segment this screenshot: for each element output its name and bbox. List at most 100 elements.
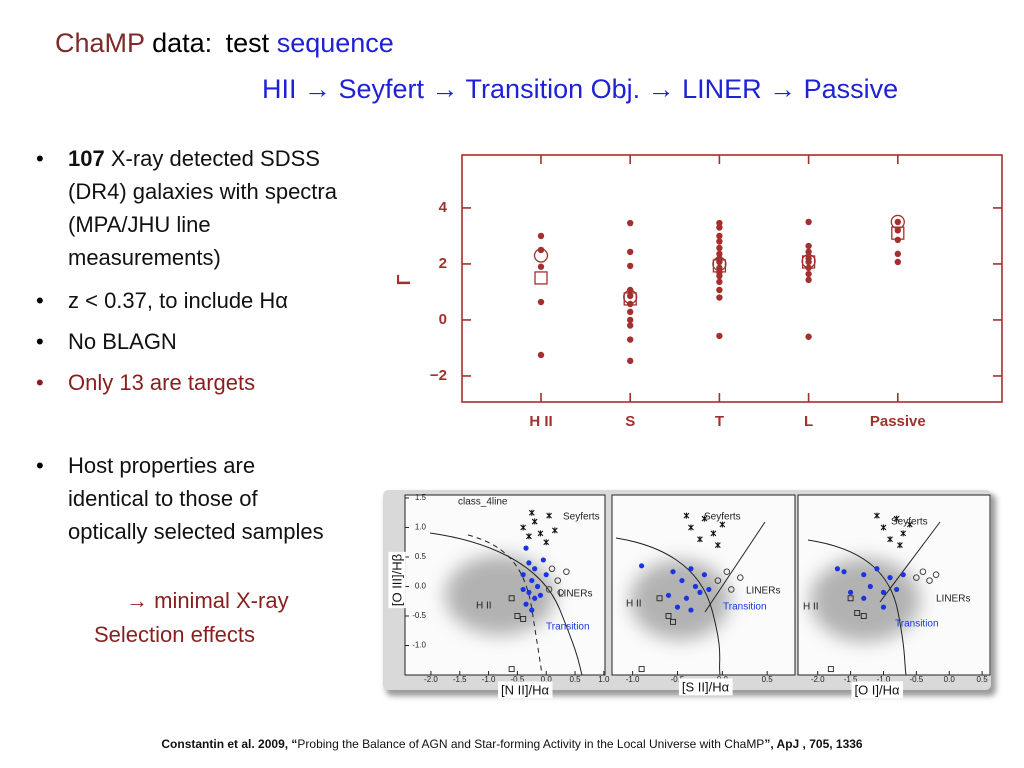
region-label: LINERs bbox=[558, 589, 592, 600]
bullet-text: No BLAGN bbox=[68, 329, 177, 354]
y-tick-label: 0.0 bbox=[415, 582, 427, 591]
y-tick-label: 2 bbox=[439, 255, 447, 272]
data-point bbox=[716, 244, 723, 252]
plot-frame bbox=[461, 154, 1003, 403]
liner-point bbox=[548, 565, 556, 573]
bullet-dot: • bbox=[36, 146, 44, 171]
data-point bbox=[716, 232, 723, 240]
x-tick-label: -1.0 bbox=[482, 675, 496, 684]
data-point bbox=[805, 258, 812, 266]
median-marker bbox=[891, 226, 905, 240]
data-point bbox=[894, 258, 901, 266]
text: X-ray detected SDSS (DR4) galaxies with … bbox=[68, 146, 337, 270]
label-background bbox=[388, 551, 406, 609]
data-point bbox=[716, 224, 723, 231]
x-tick-label: S bbox=[625, 413, 635, 430]
bullet-dot: • bbox=[36, 329, 44, 354]
data-point bbox=[534, 583, 541, 590]
data-point bbox=[674, 604, 681, 610]
data-point bbox=[532, 566, 538, 572]
median-marker bbox=[534, 271, 548, 285]
label-background bbox=[851, 681, 904, 699]
x-tick-label: -1.5 bbox=[453, 675, 467, 684]
seyfert-point bbox=[537, 530, 544, 537]
demarcation-line bbox=[704, 521, 766, 613]
median-marker bbox=[712, 259, 727, 273]
data-point bbox=[688, 566, 694, 572]
x-tick-label: L bbox=[804, 413, 813, 430]
hii-point bbox=[638, 666, 645, 673]
bullet-dot: • bbox=[36, 288, 44, 313]
x-tick-label: 0.0 bbox=[944, 675, 956, 684]
x-tick-label: -2.0 bbox=[811, 675, 825, 684]
data-point bbox=[526, 560, 532, 566]
median-marker bbox=[623, 292, 637, 306]
data-point bbox=[841, 569, 847, 575]
seyfert-point bbox=[906, 521, 913, 528]
bullet-dot: • bbox=[36, 370, 44, 395]
region-label: Transition bbox=[895, 619, 939, 630]
data-point bbox=[529, 607, 535, 613]
data-point bbox=[627, 308, 634, 316]
liner-point bbox=[737, 574, 744, 581]
data-point bbox=[887, 575, 893, 581]
data-point bbox=[848, 589, 854, 595]
x-tick-label: -0.5 bbox=[671, 675, 685, 684]
data-point bbox=[688, 607, 694, 613]
note-line: → minimal X-ray bbox=[126, 588, 289, 613]
galaxy-cloud bbox=[630, 560, 730, 640]
note-line: Selection effects bbox=[94, 622, 256, 647]
bullet-text: 107 X-ray detected SDSS (DR4) galaxies w… bbox=[68, 142, 368, 274]
seyfert-point bbox=[701, 515, 708, 522]
mean-marker bbox=[533, 248, 549, 263]
data-point bbox=[665, 592, 672, 598]
data-point bbox=[627, 316, 634, 324]
demarcation-line bbox=[879, 521, 941, 603]
liner-point bbox=[913, 574, 920, 581]
bold-number: 107 bbox=[68, 146, 105, 171]
data-point bbox=[537, 592, 544, 598]
title-word: test bbox=[225, 28, 270, 58]
seyfert-point bbox=[683, 512, 690, 519]
y-tick-label: −2 bbox=[430, 367, 447, 384]
data-point bbox=[716, 272, 723, 280]
citation-bold: ”, ApJ , 705, 1336 bbox=[764, 737, 863, 751]
seyfert-point bbox=[874, 512, 880, 519]
seyfert-point bbox=[900, 530, 907, 537]
data-point bbox=[706, 586, 712, 593]
data-point bbox=[627, 248, 634, 256]
liner-point bbox=[545, 586, 553, 593]
region-label: Transition bbox=[546, 622, 590, 633]
y-tick-label: 1.5 bbox=[415, 493, 427, 502]
data-point bbox=[627, 322, 634, 329]
x-tick-label: 0.5 bbox=[762, 675, 774, 684]
data-point bbox=[627, 336, 634, 343]
liner-point bbox=[723, 568, 731, 575]
label-background bbox=[678, 678, 733, 696]
bullet-text: Only 13 are targets bbox=[68, 370, 256, 395]
seyfert-point bbox=[531, 518, 538, 525]
x-tick-label: 1.0 bbox=[598, 675, 610, 684]
data-point bbox=[537, 351, 545, 359]
hii-point bbox=[508, 666, 515, 673]
data-point bbox=[627, 262, 634, 270]
data-point bbox=[697, 589, 703, 595]
x-axis-label: [O I]/Hα bbox=[854, 682, 900, 697]
data-point bbox=[867, 583, 873, 590]
data-point bbox=[529, 577, 535, 584]
data-point bbox=[520, 572, 526, 578]
region-label: H II bbox=[803, 602, 819, 613]
title-word: data: bbox=[152, 28, 213, 58]
data-point bbox=[900, 572, 906, 578]
region-label: H II bbox=[476, 601, 492, 612]
citation-text: Probing the Balance of AGN and Star-form… bbox=[297, 737, 765, 751]
y-tick-label: -1.0 bbox=[412, 641, 426, 650]
liner-point bbox=[563, 568, 570, 575]
x-tick-label: -1.0 bbox=[626, 675, 640, 684]
bullet-text: Host properties are identical to those o… bbox=[68, 453, 324, 544]
seyfert-point bbox=[697, 536, 703, 543]
hii-point bbox=[520, 615, 527, 622]
data-point bbox=[805, 270, 812, 278]
citation-bold: Constantin et al. 2009, “ bbox=[161, 737, 298, 751]
data-point bbox=[716, 278, 723, 286]
